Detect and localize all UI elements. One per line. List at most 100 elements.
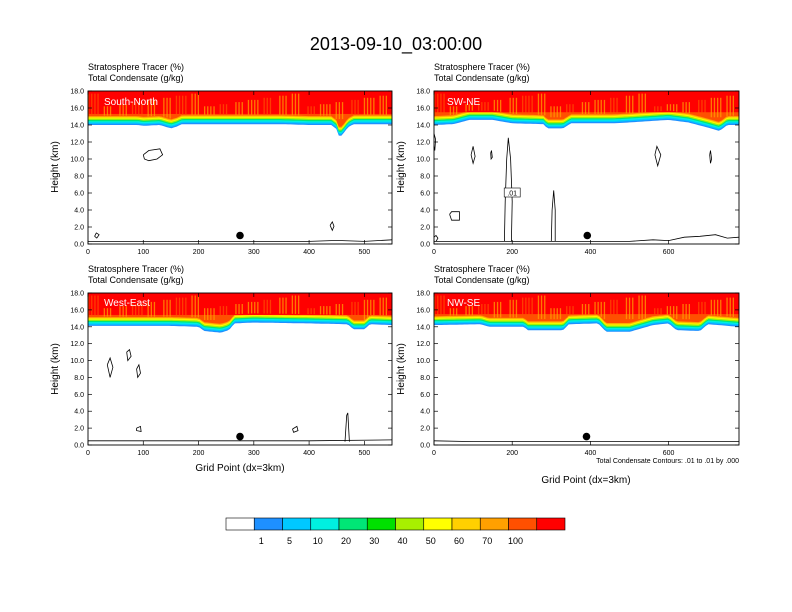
south-north-tracer-streak xyxy=(235,102,237,115)
nw-se-tracer-streak xyxy=(704,301,706,318)
nw-se-xtick-label: 200 xyxy=(506,450,518,457)
sw-ne-tracer-streak xyxy=(688,102,690,114)
west-east-condensate-contour-6 xyxy=(88,439,393,442)
west-east-tracer-streak xyxy=(210,308,212,320)
south-north-tracer-streak xyxy=(269,97,272,115)
sw-ne-xtick-label: 600 xyxy=(663,249,675,256)
nw-se-tracer-streak xyxy=(449,308,451,316)
panel-sw-ne-label: SW-NE xyxy=(447,97,480,108)
sw-ne-tracer-streak xyxy=(610,97,612,114)
nw-se-tracer-streak xyxy=(726,297,728,317)
south-north-tracer-streak xyxy=(279,95,281,115)
south-north-condensate-contour-0 xyxy=(142,148,164,162)
sw-ne-tracer-streak xyxy=(440,93,442,116)
nw-se-tracer-streak xyxy=(512,299,514,318)
panel-south-north-ylabel: Height (km) xyxy=(50,141,61,193)
west-east-tracer-streak xyxy=(329,306,331,315)
colorbar-swatch-0 xyxy=(225,517,255,531)
west-east-tracer-streak xyxy=(370,299,372,315)
south-north-ytick-label: 6.0 xyxy=(74,191,84,198)
south-north-tracer-streak xyxy=(257,99,259,115)
sw-ne-tracer-streak xyxy=(613,97,615,114)
west-east-ytick-label: 8.0 xyxy=(74,375,84,382)
south-north-tracer-streak xyxy=(88,93,90,116)
south-north-tracer-streak xyxy=(354,99,356,115)
panel-nw-se-footnote: Total Condensate Contours: .01 to .01 by… xyxy=(596,458,739,465)
west-east-ytick-label: 4.0 xyxy=(74,409,84,416)
south-north-ytick-label: 16.0 xyxy=(70,106,84,113)
sw-ne-tracer-streak xyxy=(525,95,527,115)
sw-ne-tracer-streak xyxy=(493,99,495,111)
south-north-xtick-label: 400 xyxy=(303,249,315,256)
south-north-tracer-streak xyxy=(298,93,300,116)
sw-ne-tracer-streak xyxy=(713,97,716,118)
nw-se-tracer-streak xyxy=(452,308,455,316)
colorbar-swatch-3 xyxy=(310,517,340,531)
west-east-condensate-contour-2 xyxy=(136,363,141,379)
panel-west-east: Stratosphere Tracer (%) Total Condensate… xyxy=(50,264,393,474)
west-east-tracer-streak xyxy=(169,299,171,317)
nw-se-tracer-streak xyxy=(544,295,546,320)
west-east-tracer-streak xyxy=(341,304,344,315)
south-north-ytick-label: 12.0 xyxy=(70,140,84,147)
west-east-tracer-streak xyxy=(363,299,366,321)
panel-sw-ne-plot: .01 0.0 2.0 4.0 6.0 8.0 10.0 12.0 14.0 16.0 18.0 0 2… xyxy=(416,89,740,256)
sw-ne-tracer-streak xyxy=(654,106,656,112)
west-east-tracer-streak xyxy=(103,308,105,317)
west-east-tracer-streak xyxy=(351,301,353,319)
sw-ne-tracer-streak xyxy=(531,95,533,115)
sw-ne-tracer-streak xyxy=(581,102,584,114)
nw-se-tracer-streak xyxy=(481,304,483,316)
nw-se-tracer-streak xyxy=(456,308,458,316)
south-north-xtick-label: 0 xyxy=(86,249,90,256)
west-east-tracer-streak xyxy=(119,306,121,317)
west-east-tracer-streak xyxy=(319,306,322,315)
nw-se-tracer-streak xyxy=(594,301,596,315)
west-east-ytick-label: 16.0 xyxy=(70,307,84,314)
sw-ne-tracer-streak xyxy=(625,95,628,114)
sw-ne-tracer-streak xyxy=(487,102,489,111)
west-east-ytick-label: 18.0 xyxy=(70,291,84,298)
nw-se-tracer-streak xyxy=(487,304,489,318)
sw-ne-tracer-streak xyxy=(540,93,543,115)
sw-ne-tracer-streak xyxy=(584,102,587,114)
nw-se-ytick-label: 16.0 xyxy=(416,307,430,314)
sw-ne-tracer-streak xyxy=(544,93,546,116)
nw-se-tracer-streak xyxy=(496,301,499,318)
west-east-tracer-streak xyxy=(373,299,375,316)
west-east-tracer-streak xyxy=(131,304,134,317)
panel-nw-se-ylabel: Height (km) xyxy=(396,343,407,395)
sw-ne-tracer-streak xyxy=(465,104,467,112)
south-north-tracer-streak xyxy=(103,106,105,116)
south-north-tracer-streak xyxy=(97,93,99,116)
south-north-tracer-streak xyxy=(307,106,309,116)
sw-ne-tracer-streak xyxy=(603,99,606,114)
sw-ne-tracer-streak xyxy=(449,106,451,115)
south-north-xtick-label: 100 xyxy=(137,249,149,256)
south-north-frame xyxy=(87,90,393,245)
west-east-xtick-label: 500 xyxy=(359,450,371,457)
nw-se-tracer-streak xyxy=(616,299,618,320)
south-north-tracer-streak xyxy=(147,99,149,117)
nw-se-tracer-streak xyxy=(701,301,703,320)
sw-ne-tracer-streak xyxy=(559,106,562,118)
west-east-ytick-label: 12.0 xyxy=(70,341,84,348)
south-north-tracer-streak xyxy=(197,93,199,115)
colorbar-label-5: 40 xyxy=(398,536,408,546)
nw-se-xtick-label: 600 xyxy=(663,450,675,457)
nw-se-tracer-streak xyxy=(550,308,552,320)
south-north-tracer-streak xyxy=(294,93,297,116)
south-north-tracer-streak xyxy=(150,99,152,117)
west-east-xtick-label: 400 xyxy=(303,450,315,457)
sw-ne-ytick-label: 14.0 xyxy=(416,123,430,130)
west-east-xtick-label: 0 xyxy=(86,450,90,457)
west-east-tracer-streak xyxy=(91,295,93,317)
west-east-condensate-contour-1 xyxy=(126,348,132,362)
nw-se-tracer-streak xyxy=(600,301,602,317)
sw-ne-tracer-streak xyxy=(456,106,458,115)
sw-ne-tracer-streak xyxy=(515,97,518,114)
south-north-tracer-streak xyxy=(219,104,221,115)
sw-ne-tracer-streak xyxy=(500,99,502,112)
nw-se-ytick-label: 10.0 xyxy=(416,358,430,365)
south-north-tracer-streak xyxy=(338,102,340,120)
